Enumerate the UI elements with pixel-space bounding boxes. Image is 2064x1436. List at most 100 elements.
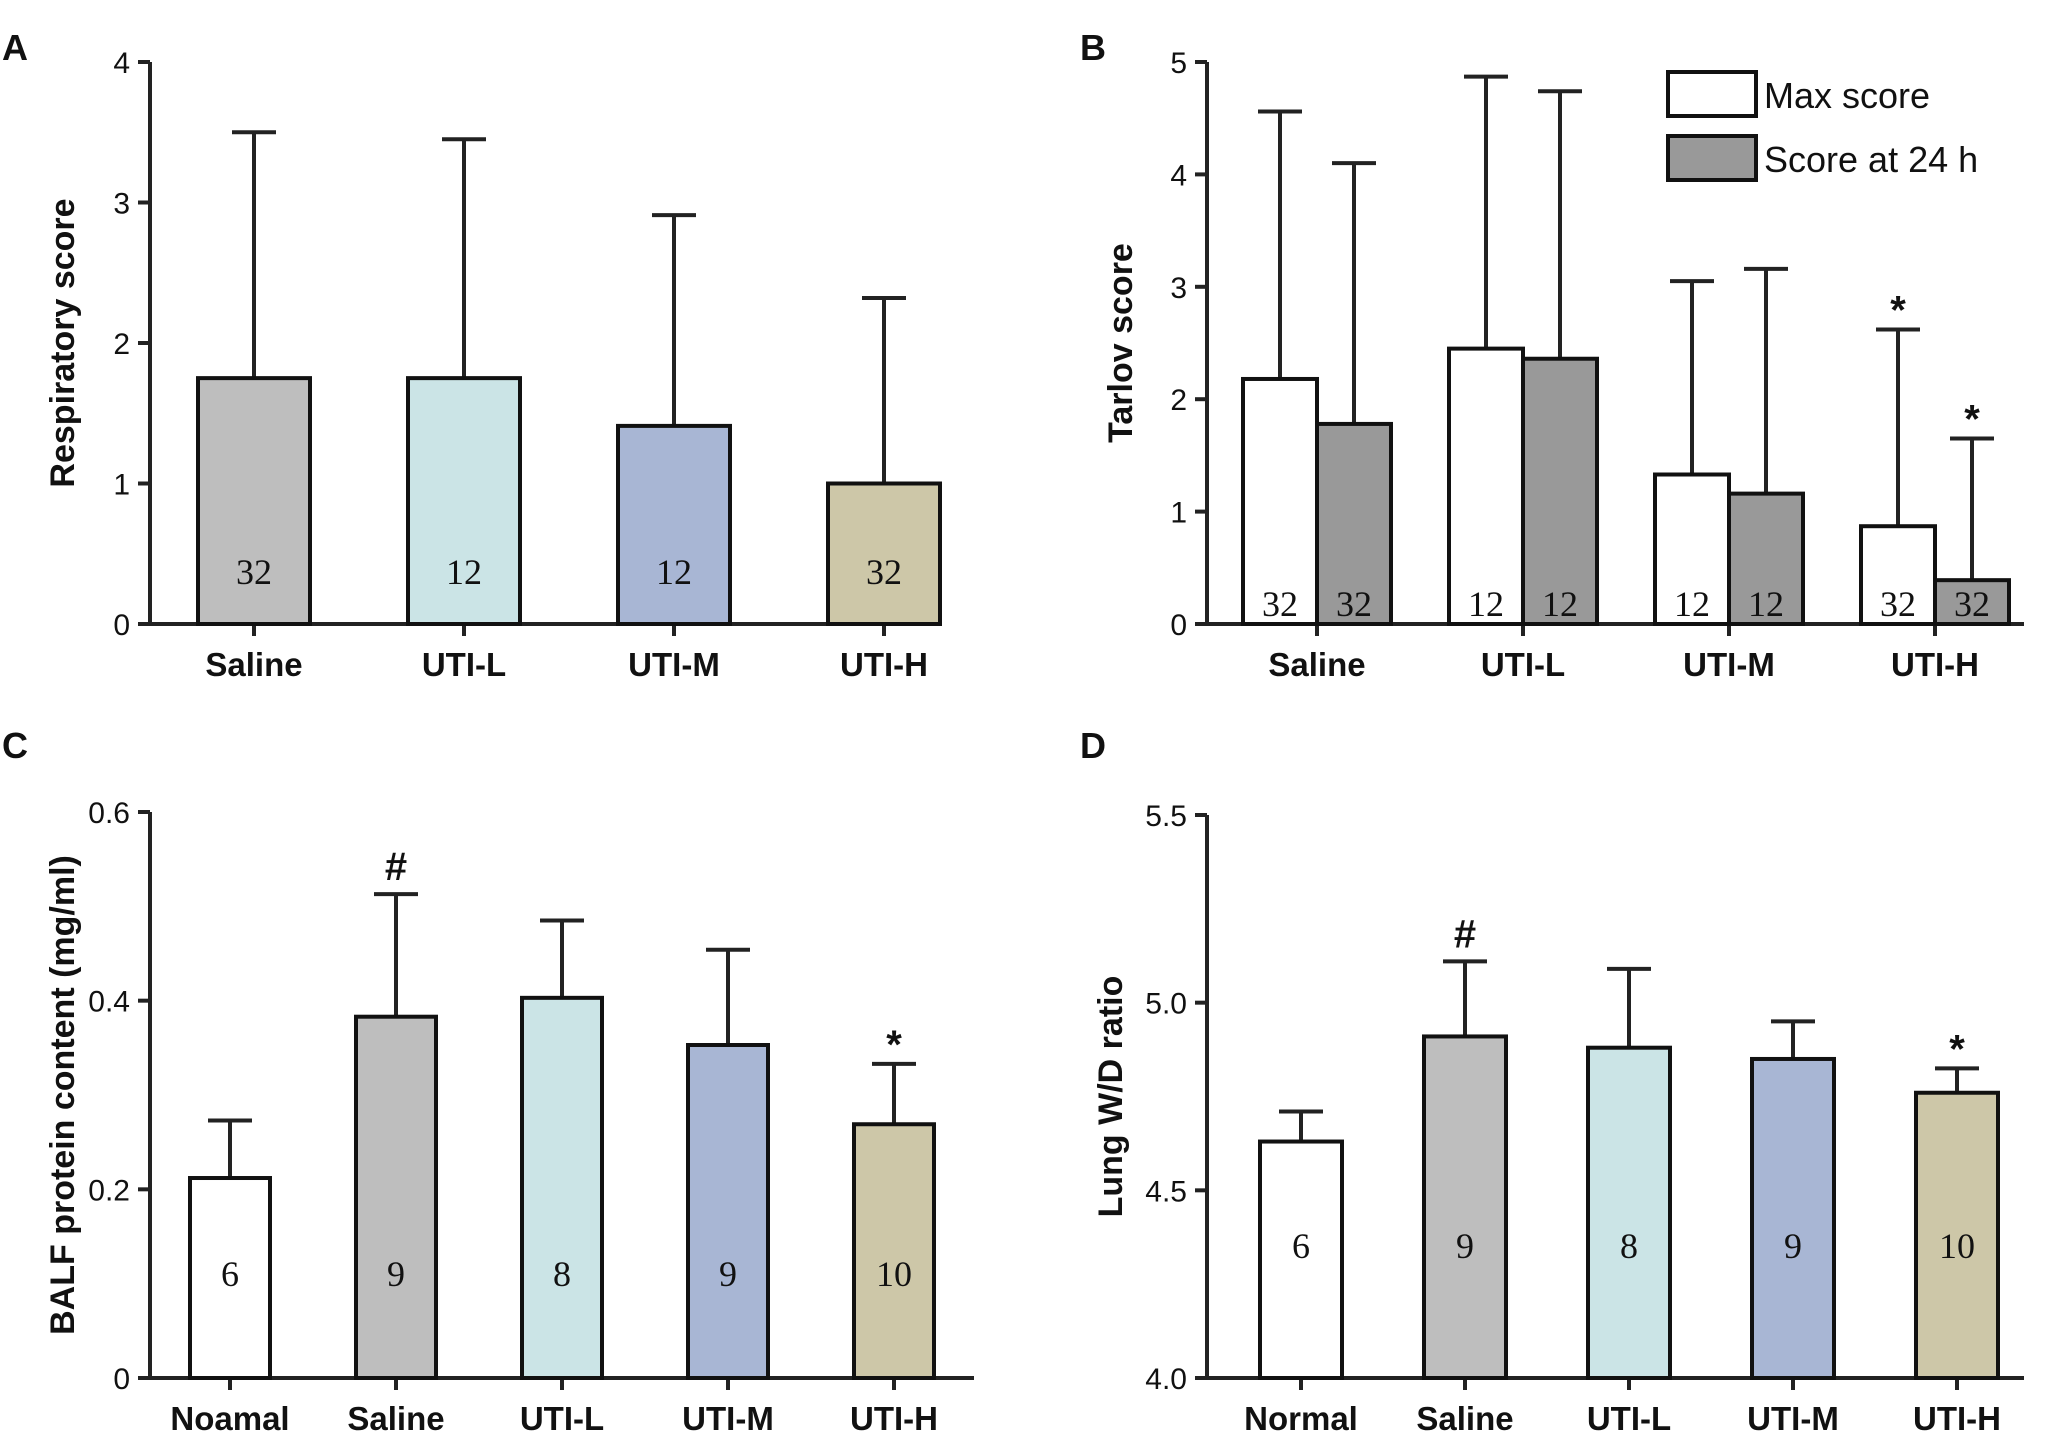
- bar: [1727, 491, 1805, 626]
- bar: [826, 481, 942, 626]
- bar-saline-max: 32: [1241, 109, 1319, 626]
- sample-size-label: 32: [236, 552, 272, 592]
- sample-size-label: 8: [1620, 1226, 1638, 1266]
- y-axis-title: Respiratory score: [44, 198, 82, 487]
- sample-size-label: 10: [1939, 1226, 1975, 1266]
- sample-size-label: 32: [1954, 584, 1990, 624]
- bar: [1750, 1056, 1836, 1380]
- bar-uti-l-max: 12: [1447, 74, 1525, 626]
- legend-swatch: [1666, 134, 1758, 182]
- bar-saline-24h: 32: [1315, 161, 1393, 627]
- sample-size-label: 9: [1784, 1226, 1802, 1266]
- bar-uti-m: 9: [1750, 1019, 1836, 1380]
- y-tick-label: 0.2: [88, 1174, 130, 1207]
- bar-saline: 9#: [354, 845, 438, 1380]
- sample-size-label: 12: [1468, 584, 1504, 624]
- sample-size-label: 12: [1674, 584, 1710, 624]
- y-tick-label: 5.5: [1145, 800, 1187, 833]
- x-tick-label: UTI-M: [628, 646, 720, 683]
- sample-size-label: 6: [221, 1254, 239, 1294]
- significance-hash: #: [1454, 912, 1476, 956]
- panel-letter-d: D: [1080, 725, 1106, 766]
- sample-size-label: 9: [719, 1254, 737, 1294]
- sample-size-label: 32: [1262, 584, 1298, 624]
- y-tick-label: 0: [1170, 609, 1187, 642]
- x-tick-label: Saline: [1268, 646, 1365, 683]
- x-tick-label: Saline: [347, 1400, 444, 1436]
- sample-size-label: 12: [1542, 584, 1578, 624]
- significance-star: *: [1949, 1027, 1965, 1071]
- y-tick-label: 4: [113, 47, 130, 80]
- bar-saline: 9#: [1422, 912, 1508, 1380]
- sample-size-label: 32: [866, 552, 902, 592]
- x-tick-label: UTI-L: [1587, 1400, 1671, 1436]
- sample-size-label: 6: [1292, 1226, 1310, 1266]
- x-tick-label: UTI-H: [1891, 646, 1979, 683]
- y-axis-title: BALF protein content (mg/ml): [44, 855, 82, 1335]
- y-tick-label: 3: [1170, 272, 1187, 305]
- sample-size-label: 32: [1336, 584, 1372, 624]
- x-tick-label: UTI-M: [1747, 1400, 1839, 1436]
- x-tick-label: UTI-M: [682, 1400, 774, 1436]
- significance-star: *: [886, 1023, 902, 1067]
- sample-size-label: 9: [1456, 1226, 1474, 1266]
- y-tick-label: 1: [1170, 497, 1187, 530]
- y-tick-label: 4.0: [1145, 1363, 1187, 1396]
- x-tick-label: UTI-L: [1481, 646, 1565, 683]
- bar: [520, 995, 604, 1380]
- bar: [354, 1014, 438, 1380]
- bar-uti-h-max: 32 *: [1859, 289, 1937, 626]
- bar-uti-h-24h: 32 *: [1933, 398, 2011, 626]
- x-tick-label: Noamal: [170, 1400, 289, 1436]
- y-tick-label: 4.5: [1145, 1175, 1187, 1208]
- sample-size-label: 8: [553, 1254, 571, 1294]
- panel-letter-c: C: [2, 725, 28, 766]
- legend: Max score Score at 24 h: [1666, 70, 1978, 182]
- y-tick-label: 0: [113, 609, 130, 642]
- bar: [1315, 421, 1393, 627]
- sample-size-label: 12: [656, 552, 692, 592]
- y-tick-label: 0: [113, 1363, 130, 1396]
- bar: [1859, 524, 1937, 626]
- significance-hash: #: [385, 845, 407, 889]
- significance-star: *: [1964, 398, 1980, 442]
- legend-swatch: [1666, 70, 1758, 118]
- bar: [188, 1176, 272, 1380]
- bar: [406, 376, 522, 626]
- bar: [1258, 1139, 1344, 1381]
- y-tick-label: 0.6: [88, 797, 130, 830]
- bar-uti-l-24h: 12: [1521, 89, 1599, 626]
- x-tick-label: UTI-L: [520, 1400, 604, 1436]
- significance-star: *: [1890, 289, 1906, 333]
- x-tick-label: UTI-L: [422, 646, 506, 683]
- bar-uti-l: 12: [406, 137, 522, 626]
- y-tick-label: 1: [113, 469, 130, 502]
- bar: [1653, 472, 1731, 626]
- y-tick-label: 5.0: [1145, 988, 1187, 1021]
- x-tick-label: UTI-H: [1913, 1400, 2001, 1436]
- y-tick-label: 3: [113, 188, 130, 221]
- x-tick-label: UTI-M: [1683, 646, 1775, 683]
- sample-size-label: 12: [446, 552, 482, 592]
- bar: [196, 376, 312, 626]
- bar: [1933, 578, 2011, 626]
- legend-label: Score at 24 h: [1764, 139, 1978, 180]
- y-tick-label: 0.4: [88, 986, 130, 1019]
- panel-letter-b: B: [1080, 27, 1106, 68]
- bar-uti-l: 8: [1586, 966, 1672, 1380]
- sample-size-label: 12: [1748, 584, 1784, 624]
- legend-label: Max score: [1764, 75, 1930, 116]
- y-tick-label: 5: [1170, 47, 1187, 80]
- x-tick-label: Saline: [205, 646, 302, 683]
- bar: [1422, 1034, 1508, 1380]
- y-tick-label: 2: [1170, 384, 1187, 417]
- panel-d: D 4.0 4.5 5.0 5.5 Lung W/D ratio Normal Saline U…: [1080, 725, 2024, 1436]
- bar: [852, 1122, 936, 1380]
- bar: [616, 423, 732, 626]
- bar: [1447, 346, 1525, 626]
- x-tick-label: Saline: [1416, 1400, 1513, 1436]
